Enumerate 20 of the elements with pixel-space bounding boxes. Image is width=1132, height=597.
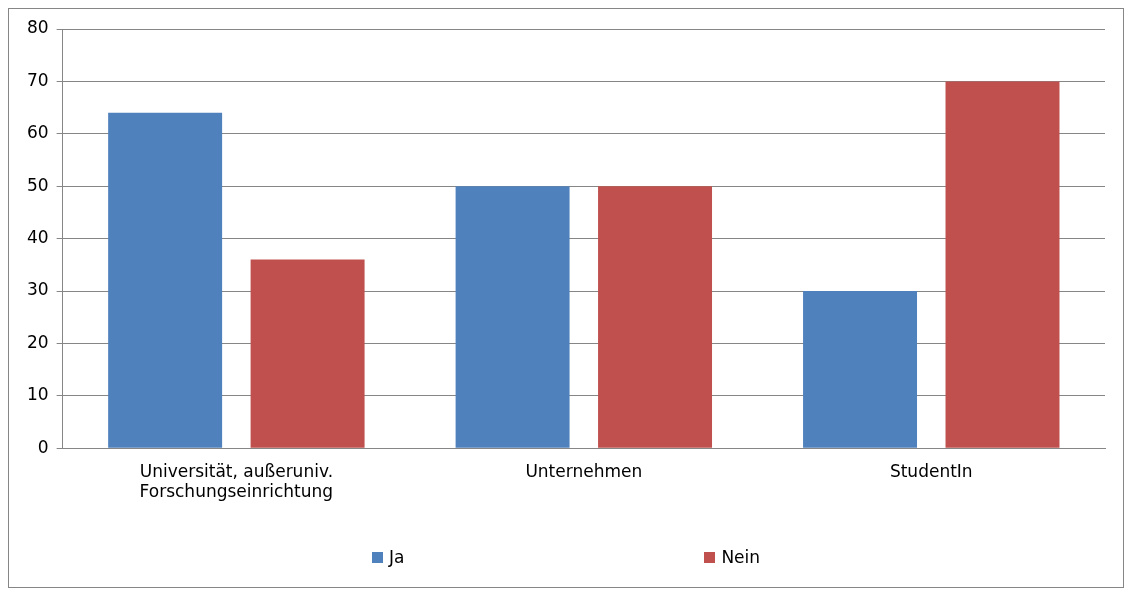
x-tick-label: StudentIn [889, 460, 973, 481]
x-tick-label: Unternehmen [525, 460, 643, 481]
y-tick-label: 20 [26, 331, 49, 352]
y-tick-label: 10 [26, 384, 49, 405]
bar [455, 186, 570, 448]
bar [598, 186, 713, 448]
legend-label: Ja [388, 547, 405, 567]
bar [108, 112, 223, 448]
bar [250, 259, 365, 448]
bar [803, 291, 918, 448]
x-tick-label: Universität, außeruniv. Forschungseinrichtung [139, 460, 334, 502]
y-tick-label: 50 [26, 174, 49, 195]
y-tick-label: 40 [26, 227, 49, 248]
legend-label: Nein [721, 547, 761, 567]
y-tick-label: 80 [26, 17, 49, 38]
y-tick-label: 70 [26, 69, 49, 90]
y-tick-label: 0 [37, 436, 49, 457]
bar [945, 81, 1060, 448]
y-tick-label: 60 [26, 122, 49, 143]
y-tick-label: 30 [26, 279, 49, 300]
